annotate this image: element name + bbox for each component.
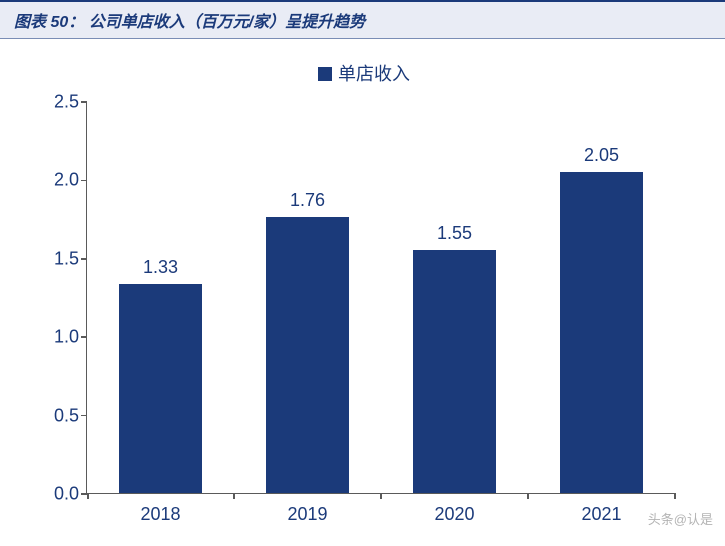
y-tick-mark xyxy=(81,258,87,260)
bar-value-label: 2.05 xyxy=(584,145,619,166)
plot-area: 0.00.51.01.52.02.51.3320181.7620191.5520… xyxy=(86,102,674,494)
x-tick-mark xyxy=(527,493,529,499)
y-tick-label: 1.0 xyxy=(33,327,79,348)
y-tick-mark xyxy=(81,415,87,417)
bar xyxy=(266,217,348,493)
bar xyxy=(119,284,201,493)
bar xyxy=(560,172,642,493)
x-tick-label: 2018 xyxy=(140,504,180,525)
y-tick-label: 0.5 xyxy=(33,405,79,426)
chart-container: 单店收入 0.00.51.01.52.02.51.3320181.7620191… xyxy=(24,54,704,534)
legend-swatch xyxy=(318,67,332,81)
x-tick-label: 2019 xyxy=(287,504,327,525)
x-tick-mark xyxy=(380,493,382,499)
x-tick-mark xyxy=(233,493,235,499)
y-tick-label: 1.5 xyxy=(33,248,79,269)
bar xyxy=(413,250,495,493)
legend-label: 单店收入 xyxy=(338,64,410,84)
x-tick-label: 2020 xyxy=(434,504,474,525)
chart-header: 图表 50： 公司单店收入（百万元/家）呈提升趋势 xyxy=(0,0,725,39)
y-tick-mark xyxy=(81,336,87,338)
x-tick-label: 2021 xyxy=(581,504,621,525)
x-tick-mark xyxy=(87,493,89,499)
y-tick-label: 2.0 xyxy=(33,170,79,191)
x-tick-mark xyxy=(674,493,676,499)
watermark: 头条@认是 xyxy=(648,509,713,528)
figure-number: 图表 50： xyxy=(14,14,84,31)
y-tick-label: 2.5 xyxy=(33,92,79,113)
y-tick-mark xyxy=(81,180,87,182)
bar-value-label: 1.55 xyxy=(437,223,472,244)
legend: 单店收入 xyxy=(24,60,704,86)
figure-title: 公司单店收入（百万元/家）呈提升趋势 xyxy=(89,14,365,31)
bar-value-label: 1.33 xyxy=(143,257,178,278)
y-tick-mark xyxy=(81,101,87,103)
bar-value-label: 1.76 xyxy=(290,190,325,211)
y-tick-label: 0.0 xyxy=(33,484,79,505)
